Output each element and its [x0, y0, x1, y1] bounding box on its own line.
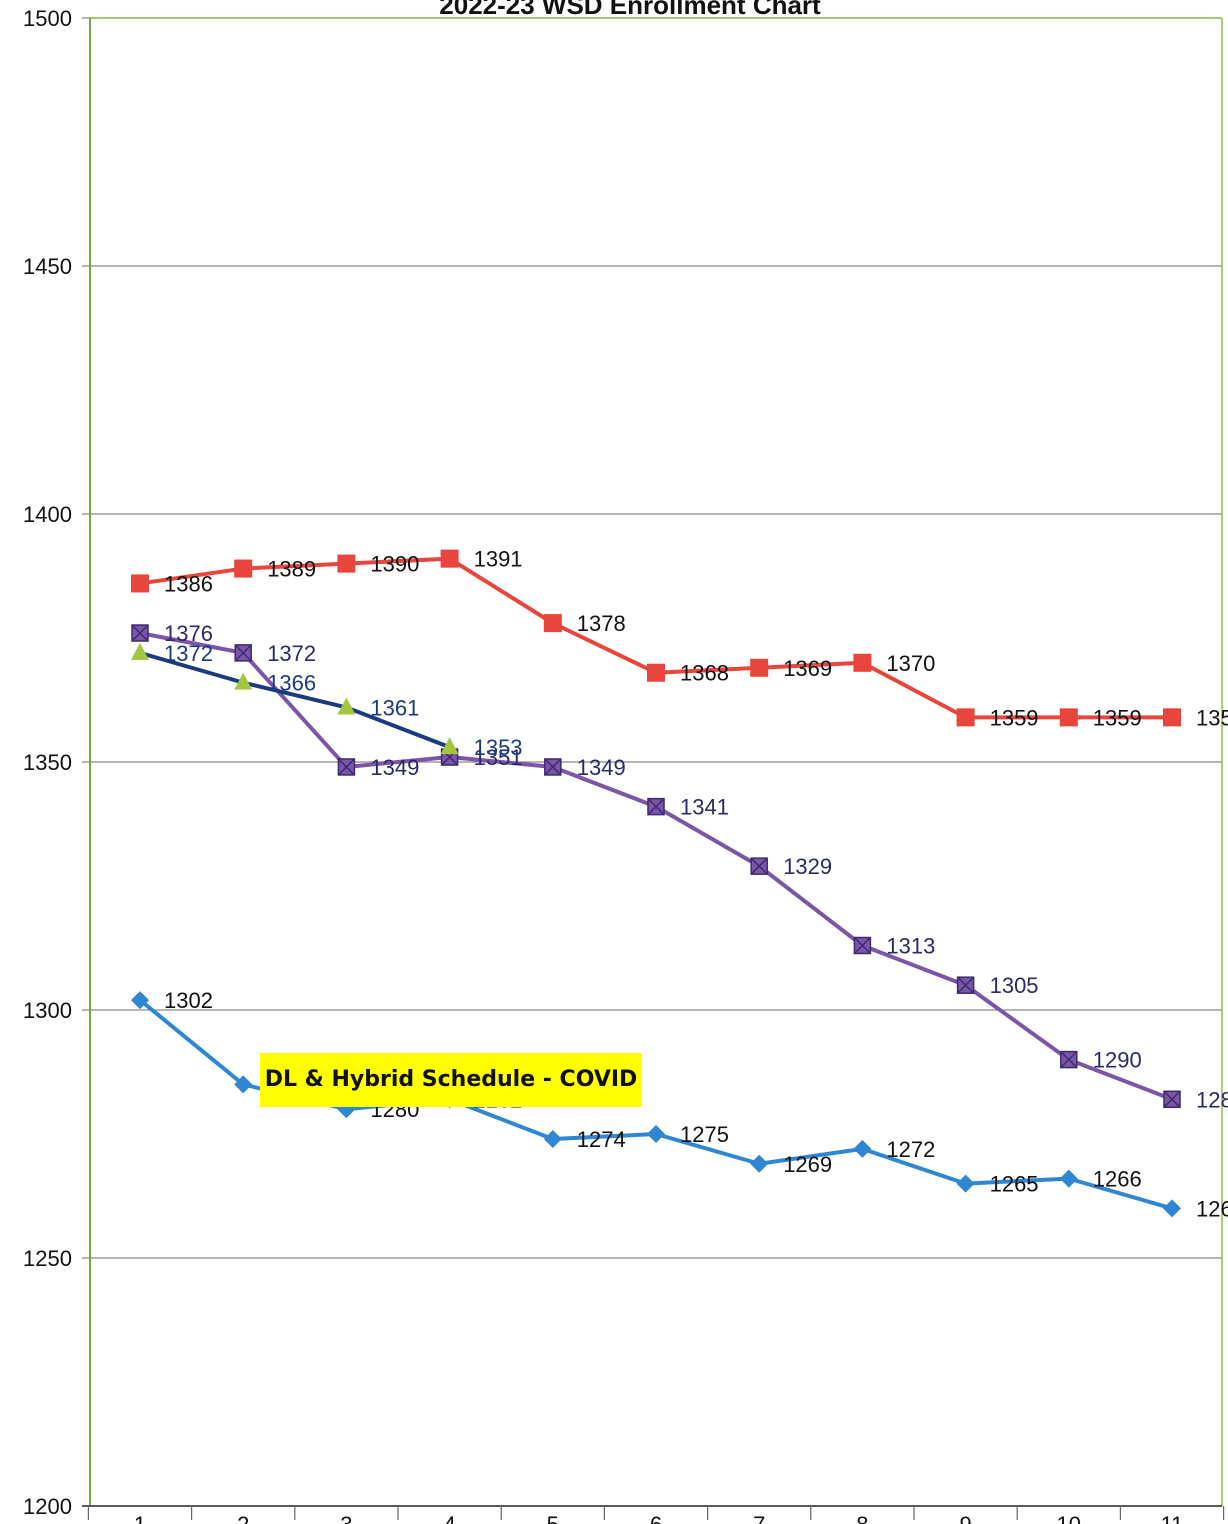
- series-4-point: [1059, 1169, 1078, 1188]
- series-3-data-label: 1366: [267, 671, 316, 696]
- series-3-data-label: 1361: [370, 695, 419, 720]
- series-4-data-label: 1265: [990, 1172, 1039, 1197]
- series-1-point: [1059, 708, 1078, 727]
- series-4-point: [131, 991, 149, 1010]
- series-2-point-cross: [958, 977, 974, 993]
- series-1-data-label: 1359: [1196, 705, 1228, 730]
- series-2-data-label: 1349: [577, 755, 626, 780]
- series-2-data-label: 1351: [474, 745, 523, 770]
- series-4-data-label: 1275: [680, 1122, 729, 1147]
- series-2-data-label: 1349: [370, 755, 419, 780]
- x-tick-label: 4: [443, 1512, 455, 1524]
- series-4-data-label: 1302: [164, 988, 213, 1013]
- x-tick-label: 5: [547, 1512, 559, 1524]
- series-1-point: [1163, 708, 1181, 727]
- series-4-point: [647, 1125, 665, 1143]
- series-2-data-label: 1341: [680, 795, 729, 820]
- series-2-point-cross: [132, 625, 148, 641]
- series-1-data-label: 1370: [886, 651, 935, 676]
- series-group: [131, 549, 1181, 1218]
- series-3-data-label: 1353: [474, 735, 523, 760]
- y-tick-label: 1250: [23, 1246, 72, 1271]
- x-axis-ticks: 1 2 3 4 5 6 7 8 9 10 11: [87, 1506, 1225, 1524]
- series-4-point: [853, 1139, 872, 1158]
- series-4-point: [750, 1154, 769, 1173]
- x-tick-label: 7: [753, 1512, 765, 1524]
- series-1-point: [647, 663, 665, 682]
- data-labels: 1386 1389 1390 1391 1378 1368 1369 1370 1359 1359…: [164, 547, 1228, 1222]
- series-2-point-cross: [854, 937, 870, 954]
- series-1-point: [956, 708, 975, 727]
- series-1-data-label: 1368: [680, 661, 729, 686]
- x-tick-label: 11: [1161, 1512, 1184, 1524]
- x-tick-label: 9: [959, 1512, 971, 1524]
- series-1-point: [131, 574, 149, 593]
- series-1-point: [543, 614, 562, 633]
- y-tick-label: 1300: [23, 998, 72, 1023]
- y-tick-label: 1350: [23, 750, 72, 775]
- axes: [82, 17, 1223, 1507]
- series-2-data-label: 1376: [164, 621, 213, 646]
- series-4-point: [956, 1174, 975, 1193]
- series-2-point-cross: [751, 858, 767, 874]
- series-4-point: [1163, 1199, 1181, 1218]
- series-2-data-label: 1313: [886, 934, 935, 959]
- series-1-point: [853, 653, 872, 672]
- series-3-point: [234, 672, 253, 690]
- series-2-point-cross: [648, 799, 664, 815]
- series-1-point: [234, 559, 253, 578]
- series-4-data-label: 1274: [577, 1127, 626, 1152]
- series-line-2: [139, 631, 1173, 1102]
- gridlines: [82, 17, 1222, 1259]
- x-tick-label: 1: [134, 1512, 146, 1524]
- series-3-data-label: 1372: [164, 641, 213, 666]
- series-4-data-label: 1266: [1093, 1167, 1142, 1192]
- x-tick-label: 2: [237, 1512, 249, 1524]
- series-1-data-label: 1378: [577, 611, 626, 636]
- x-tick-label: 6: [650, 1512, 662, 1524]
- series-1-data-label: 1369: [783, 656, 832, 681]
- series-2-point-cross: [1061, 1052, 1077, 1068]
- series-1-point: [337, 554, 356, 573]
- y-tick-label: 1450: [23, 254, 72, 279]
- x-tick-label: 8: [856, 1512, 868, 1524]
- covid-annotation: DL & Hybrid Schedule - COVID: [260, 1053, 642, 1107]
- series-2-point-cross: [1164, 1091, 1180, 1107]
- series-1-data-label: 1386: [164, 571, 213, 596]
- series-2-data-label: 1329: [783, 854, 832, 879]
- series-4-point: [543, 1129, 562, 1148]
- y-tick-label: 1400: [23, 502, 72, 527]
- x-tick-label: 3: [340, 1512, 352, 1524]
- series-2-data-label: 1282: [1196, 1087, 1228, 1112]
- series-4-data-label: 1272: [886, 1137, 935, 1162]
- series-1-point: [440, 549, 459, 568]
- series-3-point: [337, 697, 356, 715]
- series-2-data-label: 1305: [990, 973, 1039, 998]
- y-axis-ticks: 1200 1250 1300 1350 1400 1450 1500: [23, 6, 72, 1519]
- series-4-data-label: 1269: [783, 1152, 832, 1177]
- series-2-point-cross: [338, 759, 354, 775]
- y-tick-label: 1200: [23, 1494, 72, 1519]
- series-1-data-label: 1390: [370, 552, 419, 577]
- series-line-3: [139, 650, 451, 749]
- chart-title: 2022-23 WSD Enrollment Chart: [439, 0, 821, 20]
- series-1-point: [750, 658, 769, 677]
- x-tick-label: 10: [1057, 1512, 1081, 1524]
- series-2-point-cross: [235, 645, 251, 661]
- series-1-data-label: 1359: [990, 705, 1039, 730]
- y-tick-label: 1500: [23, 6, 72, 31]
- series-1-data-label: 1359: [1093, 705, 1142, 730]
- series-2-data-label: 1372: [267, 641, 316, 666]
- series-2-data-label: 1290: [1093, 1048, 1142, 1073]
- series-2-point-cross: [545, 759, 561, 775]
- series-3-point: [131, 642, 149, 660]
- series-4-data-label: 1260: [1196, 1196, 1228, 1221]
- series-1-data-label: 1389: [267, 557, 316, 582]
- series-3-point: [440, 737, 459, 755]
- series-1-data-label: 1391: [474, 547, 523, 572]
- series-4-point: [234, 1075, 253, 1094]
